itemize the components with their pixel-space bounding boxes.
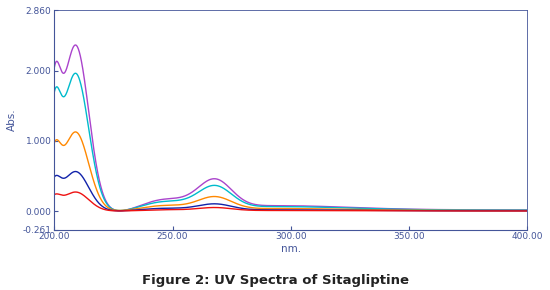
Y-axis label: Abs.: Abs. <box>7 109 17 131</box>
X-axis label: nm.: nm. <box>280 244 301 254</box>
Text: Figure 2: UV Spectra of Sitagliptine: Figure 2: UV Spectra of Sitagliptine <box>141 274 409 287</box>
